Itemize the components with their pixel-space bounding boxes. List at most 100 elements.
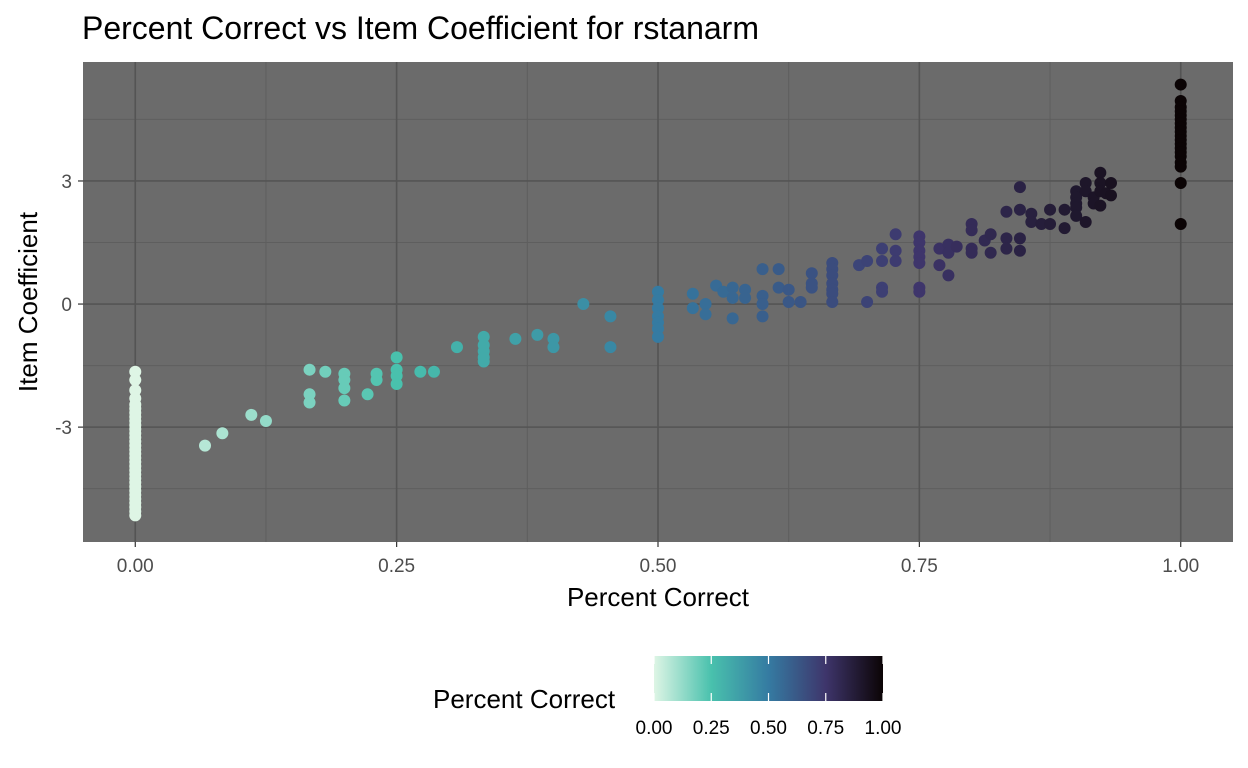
data-point <box>477 355 490 368</box>
data-point <box>245 408 258 421</box>
data-point <box>216 427 229 440</box>
legend-title: Percent Correct <box>433 684 616 714</box>
data-point <box>531 328 544 341</box>
data-point <box>303 388 316 401</box>
data-point <box>577 298 590 311</box>
data-point <box>933 259 946 272</box>
data-point <box>652 293 664 306</box>
data-point <box>984 246 997 259</box>
chart-title: Percent Correct vs Item Coefficient for … <box>82 10 759 46</box>
data-point <box>450 341 463 354</box>
data-point <box>1174 160 1187 173</box>
data-point <box>1000 242 1013 255</box>
x-tick-label: 0.75 <box>901 556 938 577</box>
data-point <box>370 373 383 386</box>
data-point <box>652 302 664 315</box>
data-point <box>805 281 818 294</box>
data-point <box>1104 189 1117 202</box>
data-point <box>782 296 795 308</box>
data-point <box>1000 205 1013 218</box>
data-point <box>652 330 664 343</box>
data-point <box>699 298 712 311</box>
axes: 0.00 0.25 0.50 0.75 1.00 -3 0 3 <box>55 172 1199 577</box>
data-point <box>686 287 699 300</box>
data-point <box>390 369 403 382</box>
data-point <box>889 228 902 241</box>
data-point <box>1044 218 1057 231</box>
data-point <box>1174 218 1187 231</box>
data-point <box>876 242 889 255</box>
data-point <box>319 365 332 378</box>
data-point <box>547 332 560 345</box>
data-point <box>726 281 739 294</box>
data-point <box>1094 199 1107 212</box>
data-point <box>259 414 272 427</box>
data-point <box>1000 232 1013 245</box>
data-point <box>726 312 739 325</box>
data-point <box>889 244 902 257</box>
data-point <box>756 263 769 276</box>
data-point <box>338 382 351 395</box>
data-point <box>942 246 955 259</box>
data-point <box>361 388 374 401</box>
legend-tick-label: 1.00 <box>865 718 902 739</box>
data-point <box>1035 218 1048 231</box>
data-point <box>942 269 955 282</box>
data-point <box>129 373 142 386</box>
legend-ticks: 0.00 0.25 0.50 0.75 1.00 <box>636 656 902 739</box>
data-point <box>1174 177 1187 190</box>
data-point <box>826 269 839 282</box>
data-point <box>129 509 142 522</box>
data-point <box>933 242 946 255</box>
data-point <box>772 281 785 294</box>
legend: Percent Correct 0.00 0.25 0.50 0.75 1.00 <box>433 656 901 739</box>
y-tick-label: 3 <box>61 172 72 193</box>
data-point <box>199 439 212 452</box>
data-point <box>965 246 978 259</box>
data-point <box>652 285 664 298</box>
data-point <box>1025 216 1038 228</box>
data-point <box>509 332 522 345</box>
data-point <box>338 394 351 407</box>
data-point <box>1104 177 1117 190</box>
data-point <box>805 267 818 280</box>
data-point <box>861 254 874 267</box>
data-point <box>782 283 795 296</box>
data-point <box>1044 203 1057 216</box>
legend-tick-label: 0.50 <box>750 718 787 739</box>
data-point <box>772 263 785 276</box>
data-point <box>826 296 839 308</box>
legend-tick-label: 0.25 <box>693 718 730 739</box>
y-axis-title: Item Coefficient <box>13 211 43 392</box>
data-point <box>699 308 712 321</box>
data-point <box>1070 201 1083 214</box>
data-point <box>427 365 440 378</box>
data-point <box>756 298 769 311</box>
data-point <box>913 285 926 298</box>
data-point <box>1094 166 1107 179</box>
data-point <box>652 322 664 335</box>
data-point <box>390 378 403 391</box>
data-point <box>414 365 427 378</box>
data-point <box>1013 181 1026 194</box>
data-point <box>1025 207 1038 220</box>
y-tick-label: -3 <box>55 418 72 439</box>
data-point <box>950 240 963 253</box>
data-point <box>756 310 769 323</box>
data-point <box>129 384 142 397</box>
data-point <box>338 373 351 386</box>
x-tick-label: 0.25 <box>378 556 415 577</box>
x-tick-label: 0.00 <box>117 556 154 577</box>
data-point <box>876 285 889 298</box>
data-point <box>1079 177 1092 190</box>
data-point <box>477 330 490 343</box>
data-point <box>604 341 617 354</box>
x-tick-label: 1.00 <box>1162 556 1199 577</box>
data-point <box>1094 177 1107 190</box>
y-tick-label: 0 <box>61 295 72 316</box>
legend-tick-label: 0.75 <box>807 718 844 739</box>
data-point <box>1058 203 1071 216</box>
data-point <box>303 363 316 376</box>
data-point <box>686 302 699 315</box>
